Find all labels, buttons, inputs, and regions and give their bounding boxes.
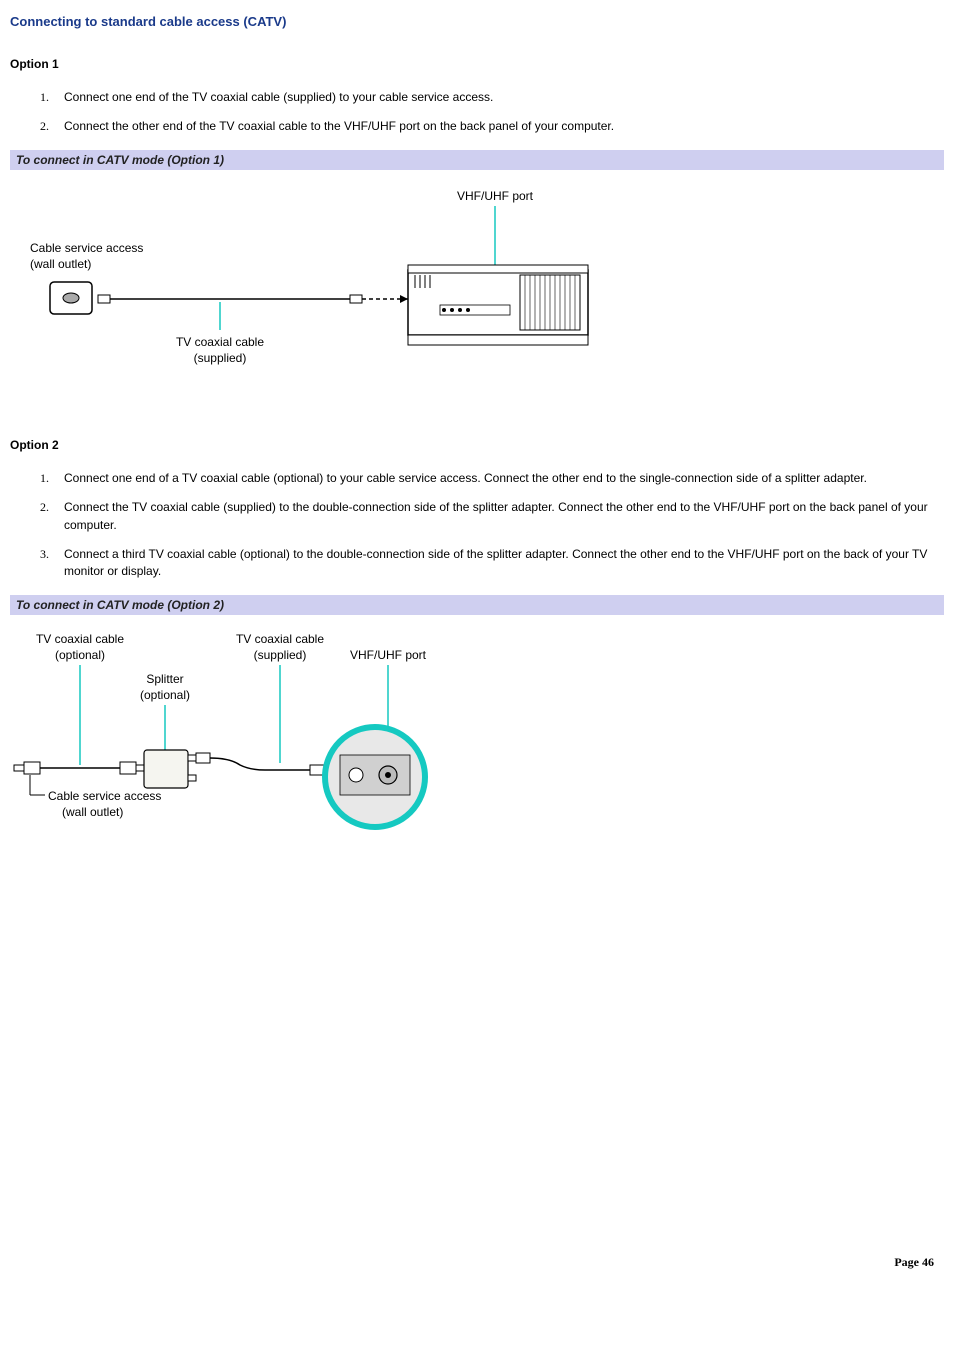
step-number: 2.	[40, 499, 49, 516]
diagram-label: (optional)	[55, 648, 105, 662]
step-text: Connect the TV coaxial cable (supplied) …	[64, 500, 928, 531]
option1-diagram: VHF/UHF port Cable service access (wall …	[10, 180, 944, 410]
diagram-label-wall1: Cable service access	[30, 241, 143, 255]
option2-diagram: TV coaxial cable (optional) TV coaxial c…	[10, 625, 944, 1135]
step-text: Connect one end of the TV coaxial cable …	[64, 90, 493, 104]
diagram-label-wall2: (wall outlet)	[30, 257, 91, 271]
diagram-label-coax1: TV coaxial cable	[176, 335, 264, 349]
list-item: 2. Connect the other end of the TV coaxia…	[40, 118, 944, 135]
step-number: 1.	[40, 470, 49, 487]
diagram-label: TV coaxial cable	[36, 632, 124, 646]
list-item: 2. Connect the TV coaxial cable (supplied…	[40, 499, 944, 534]
option1-steps: 1. Connect one end of the TV coaxial cabl…	[10, 89, 944, 136]
option1-caption: To connect in CATV mode (Option 1)	[10, 150, 944, 170]
step-number: 1.	[40, 89, 49, 106]
page-title: Connecting to standard cable access (CAT…	[10, 14, 944, 29]
diagram-label: (supplied)	[254, 648, 307, 662]
option2-heading: Option 2	[10, 438, 944, 452]
diagram-label-coax2: (supplied)	[194, 351, 247, 365]
step-text: Connect a third TV coaxial cable (option…	[64, 547, 927, 578]
diagram-label: Cable service access	[48, 789, 161, 803]
list-item: 3. Connect a third TV coaxial cable (opti…	[40, 546, 944, 581]
diagram-label-vhf: VHF/UHF port	[457, 189, 534, 203]
diagram-label: TV coaxial cable	[236, 632, 324, 646]
option2-steps: 1. Connect one end of a TV coaxial cable …	[10, 470, 944, 581]
diagram-label: VHF/UHF port	[350, 648, 427, 662]
option2-caption: To connect in CATV mode (Option 2)	[10, 595, 944, 615]
diagram-label: Splitter	[146, 672, 183, 686]
diagram-label: (optional)	[140, 688, 190, 702]
step-text: Connect one end of a TV coaxial cable (o…	[64, 471, 867, 485]
page-footer: Page 46	[10, 1255, 944, 1270]
step-number: 2.	[40, 118, 49, 135]
list-item: 1. Connect one end of the TV coaxial cabl…	[40, 89, 944, 106]
option1-heading: Option 1	[10, 57, 944, 71]
list-item: 1. Connect one end of a TV coaxial cable …	[40, 470, 944, 487]
step-number: 3.	[40, 546, 49, 563]
diagram-label: (wall outlet)	[62, 805, 123, 819]
step-text: Connect the other end of the TV coaxial …	[64, 119, 614, 133]
